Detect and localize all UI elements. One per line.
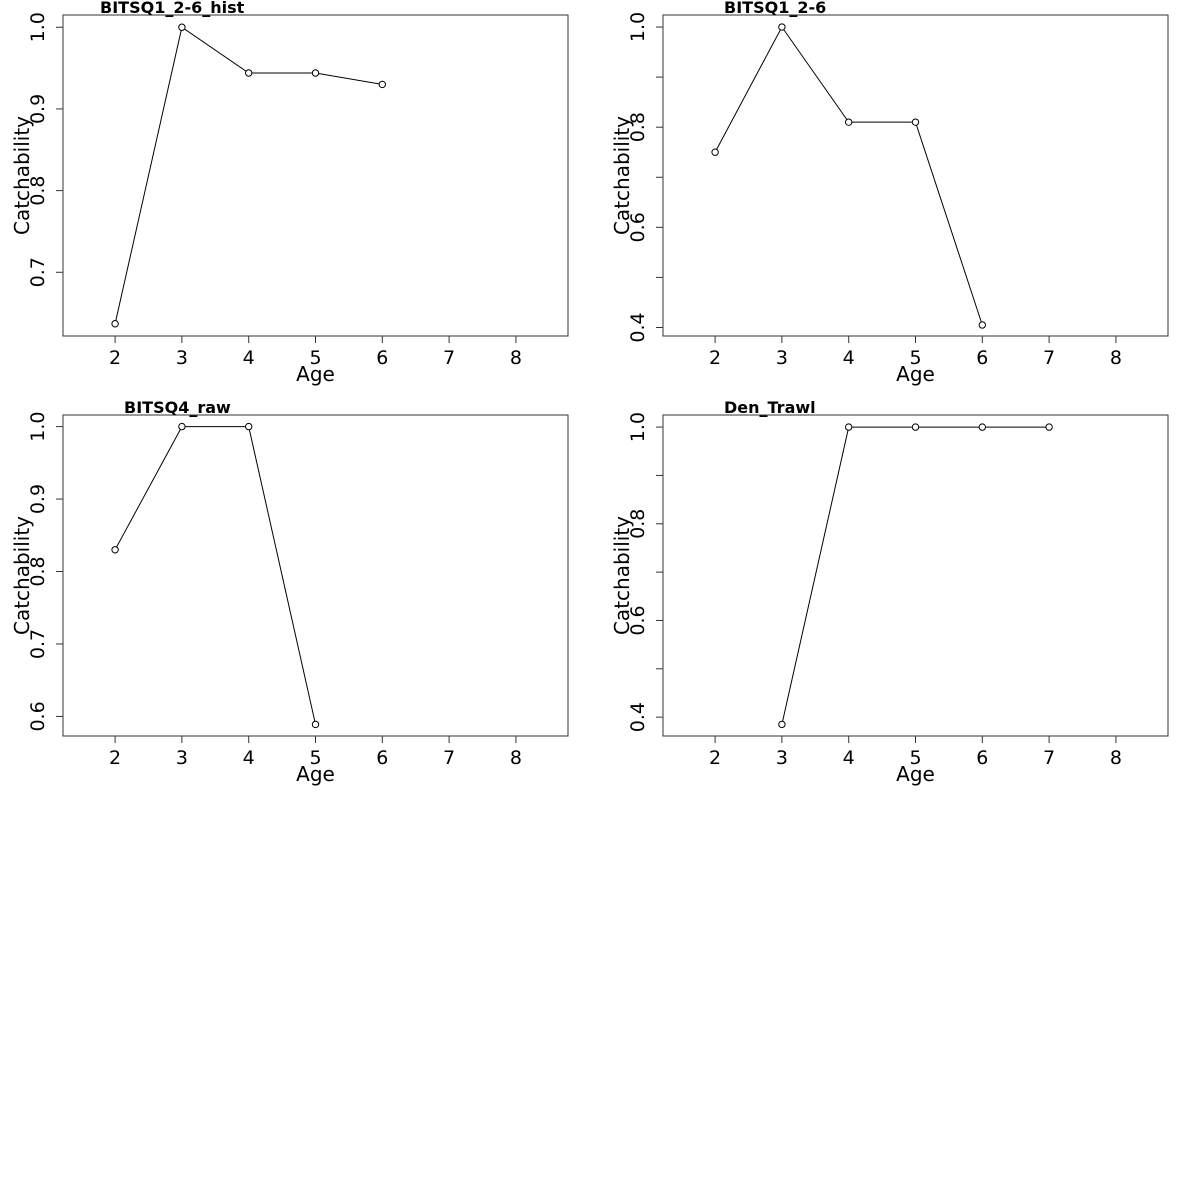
data-point bbox=[178, 23, 186, 31]
y-tick-label: 0.9 bbox=[27, 484, 49, 514]
x-axis-label: Age bbox=[296, 362, 335, 386]
x-tick-label: 7 bbox=[443, 747, 455, 769]
data-point bbox=[311, 720, 320, 729]
x-tick-label: 4 bbox=[843, 347, 855, 369]
y-axis-label: Catchability bbox=[610, 116, 634, 235]
x-tick-label: 3 bbox=[776, 347, 788, 369]
y-tick-label: 0.6 bbox=[627, 212, 649, 242]
chart-panel-2: BITSQ1_2-6 2 3 4 5 6 7 8 0.4 0.6 0.8 1.0 Age Catchabi… bbox=[610, 0, 1169, 386]
x-tick-label: 7 bbox=[1043, 347, 1055, 369]
y-tick-label: 0.8 bbox=[27, 176, 49, 206]
x-axis-label: Age bbox=[896, 762, 935, 786]
x-tick-label: 8 bbox=[1110, 747, 1122, 769]
x-axis-label: Age bbox=[296, 762, 335, 786]
data-point bbox=[245, 69, 253, 77]
data-point bbox=[911, 118, 920, 126]
x-tick-label: 6 bbox=[376, 747, 388, 769]
chart-title: Den_Trawl bbox=[724, 398, 816, 417]
x-tick-label: 7 bbox=[443, 347, 455, 369]
data-point bbox=[378, 80, 386, 89]
x-tick-label: 7 bbox=[1043, 747, 1055, 769]
data-point bbox=[978, 321, 986, 329]
x-tick-label: 8 bbox=[510, 747, 522, 769]
x-tick-label: 2 bbox=[109, 747, 121, 769]
y-tick-label: 0.6 bbox=[627, 605, 649, 635]
y-tick-label: 1.0 bbox=[627, 412, 649, 442]
y-axis-label: Catchability bbox=[610, 516, 634, 635]
data-point bbox=[1045, 423, 1053, 431]
data-point bbox=[845, 118, 853, 126]
series-line bbox=[114, 426, 316, 725]
data-point bbox=[978, 423, 986, 431]
data-point bbox=[778, 23, 786, 31]
chart-panel-1: BITSQ1_2-6_hist 2 3 4 5 6 7 8 0.7 0.8 0.9 1.0 Age Cat… bbox=[10, 0, 569, 386]
y-tick-label: 1.0 bbox=[27, 12, 49, 42]
y-tick-label: 1.0 bbox=[27, 411, 49, 441]
data-point bbox=[178, 422, 186, 431]
y-axis-label: Catchability bbox=[10, 516, 34, 635]
y-tick-label: 0.9 bbox=[27, 94, 49, 124]
x-tick-label: 4 bbox=[243, 347, 255, 369]
chart-title: BITSQ1_2-6 bbox=[724, 0, 826, 17]
y-tick-label: 0.4 bbox=[627, 702, 649, 732]
data-point bbox=[311, 69, 320, 77]
data-point bbox=[711, 148, 719, 156]
x-tick-label: 5 bbox=[909, 747, 921, 769]
x-tick-label: 4 bbox=[243, 747, 255, 769]
x-tick-label: 3 bbox=[776, 747, 788, 769]
x-tick-label: 5 bbox=[909, 347, 921, 369]
x-tick-label: 6 bbox=[976, 347, 988, 369]
x-tick-label: 8 bbox=[510, 347, 522, 369]
data-point bbox=[778, 720, 786, 729]
y-axis-label: Catchability bbox=[10, 116, 34, 235]
y-tick-label: 0.6 bbox=[27, 701, 49, 731]
x-tick-label: 2 bbox=[709, 747, 721, 769]
chart-panel-3: BITSQ4_raw 2 3 4 5 6 7 8 0.6 0.7 0.8 0.9 1.0 Age Catch… bbox=[10, 398, 569, 786]
y-tick-label: 0.4 bbox=[627, 312, 649, 342]
x-tick-label: 5 bbox=[309, 347, 321, 369]
x-tick-label: 5 bbox=[309, 747, 321, 769]
x-tick-label: 3 bbox=[176, 747, 188, 769]
x-tick-label: 2 bbox=[709, 347, 721, 369]
x-tick-label: 8 bbox=[1110, 347, 1122, 369]
y-tick-label: 1.0 bbox=[627, 12, 649, 42]
chart-panel-4: Den_Trawl 2 3 4 5 6 7 8 0.4 0.6 0.8 1.0 Age Catchabil… bbox=[610, 398, 1169, 786]
x-tick-label: 6 bbox=[976, 747, 988, 769]
x-tick-label: 4 bbox=[843, 747, 855, 769]
data-point bbox=[245, 422, 253, 431]
x-tick-label: 2 bbox=[109, 347, 121, 369]
data-point bbox=[111, 320, 119, 328]
data-point bbox=[111, 546, 119, 554]
chart-title: BITSQ4_raw bbox=[124, 398, 231, 417]
y-tick-label: 0.8 bbox=[27, 556, 49, 586]
y-tick-label: 0.7 bbox=[27, 257, 49, 287]
x-tick-label: 6 bbox=[376, 347, 388, 369]
x-tick-label: 3 bbox=[176, 347, 188, 369]
y-tick-label: 0.8 bbox=[627, 112, 649, 142]
chart-title: BITSQ1_2-6_hist bbox=[100, 0, 245, 17]
x-axis-label: Age bbox=[896, 362, 935, 386]
data-point bbox=[845, 423, 853, 431]
data-point bbox=[911, 423, 920, 431]
y-tick-label: 0.7 bbox=[27, 629, 49, 659]
y-tick-label: 0.8 bbox=[627, 509, 649, 539]
